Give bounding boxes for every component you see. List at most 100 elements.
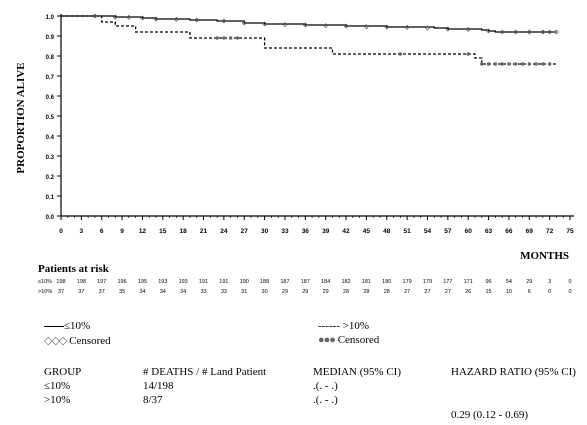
summary-header-group: GROUP (44, 366, 82, 378)
censor-mark-0-4 (153, 16, 159, 22)
censored-symbol-icon: ◇◇◇ (44, 335, 67, 347)
x-tick-label-0: 0 (59, 228, 63, 235)
risk-value-1-0: 37 (58, 289, 64, 295)
risk-value-1-20: 26 (465, 289, 471, 295)
risk-value-0-8: 191 (219, 279, 228, 285)
risk-value-1-8: 33 (221, 289, 227, 295)
risk-value-1-15: 28 (363, 289, 369, 295)
chart-curves (61, 15, 557, 65)
y-tick-label-0: 0.0 (46, 215, 55, 221)
x-tick-label-21: 63 (485, 228, 493, 235)
risk-value-1-24: 0 (548, 289, 551, 295)
censor-mark-1-12 (520, 62, 525, 66)
censor-mark-0-23 (526, 29, 532, 35)
censor-mark-1-2 (228, 36, 233, 40)
y-tick-label-9: 0.9 (46, 35, 55, 41)
risk-value-0-21: 96 (485, 279, 491, 285)
summary-row2-group: >10% (44, 394, 71, 406)
x-tick-label-19: 57 (444, 228, 452, 235)
legend-dashed: ------ >10% (318, 320, 369, 332)
x-tick-label-22: 66 (505, 228, 513, 235)
legend-censored-label-1: Censored (69, 335, 111, 347)
risk-value-1-16: 28 (384, 289, 390, 295)
censor-mark-0-14 (363, 24, 369, 30)
y-axis-label: PROPORTION ALIVE (15, 62, 27, 173)
x-tick-label-20: 60 (465, 228, 473, 235)
x-tick-label-23: 69 (526, 228, 534, 235)
censor-mark-1-6 (480, 62, 484, 66)
censor-mark-0-0 (92, 13, 98, 19)
summary-header-hazard: HAZARD RATIO (95% CI) (451, 366, 576, 378)
censor-mark-1-9 (500, 62, 504, 66)
censor-mark-0-17 (424, 25, 430, 31)
legend-solid: ≤10% (44, 320, 90, 332)
censor-mark-1-11 (514, 62, 518, 66)
summary-row2-deaths: 8/37 (143, 394, 163, 406)
risk-value-0-11: 187 (280, 279, 289, 285)
censor-mark-0-9 (262, 21, 268, 27)
risk-value-0-20: 171 (464, 279, 473, 285)
risk-value-0-25: 0 (568, 279, 571, 285)
x-tick-label-1: 3 (80, 228, 84, 235)
censor-mark-1-3 (235, 36, 240, 40)
censored-filled-symbol-icon: ●●● (318, 334, 336, 346)
y-tick-label-7: 0.7 (46, 75, 55, 81)
x-tick-label-16: 48 (383, 228, 391, 235)
legend-dashed-censored: ●●● Censored (318, 334, 379, 346)
risk-value-0-1: 198 (77, 279, 86, 285)
y-tick-label-8: 0.8 (46, 55, 55, 61)
censor-mark-0-21 (499, 29, 505, 35)
risk-value-0-12: 187 (301, 279, 310, 285)
y-tick-label-6: 0.6 (46, 95, 55, 101)
censor-mark-1-4 (398, 52, 403, 56)
chart-axes: 0.00.10.20.30.40.50.60.70.80.91.00 3 6 9 12 1… (46, 14, 574, 235)
risk-value-0-10: 188 (260, 279, 269, 285)
censor-mark-0-22 (513, 29, 519, 35)
x-tick-label-3: 9 (120, 228, 124, 235)
summary-header-deaths: # DEATHS / # Land Patient (143, 366, 267, 378)
risk-value-0-18: 179 (423, 279, 432, 285)
legend-solid-line (44, 326, 64, 327)
risk-row-label-1: >10% (38, 289, 52, 295)
censor-mark-0-8 (241, 20, 247, 26)
y-tick-label-5: 0.5 (46, 115, 55, 121)
risk-value-0-6: 193 (179, 279, 188, 285)
censor-mark-1-10 (507, 62, 511, 66)
censor-marks (92, 13, 559, 66)
risk-value-1-25: 0 (568, 289, 571, 295)
y-tick-label-10: 1.0 (46, 15, 55, 21)
censor-mark-1-8 (493, 62, 498, 66)
risk-value-0-19: 177 (443, 279, 452, 285)
x-tick-label-7: 21 (200, 228, 208, 235)
censor-mark-1-0 (215, 36, 219, 40)
risk-value-1-3: 35 (119, 289, 125, 295)
censor-mark-1-13 (527, 62, 531, 66)
censor-mark-0-12 (323, 23, 329, 29)
x-tick-label-5: 15 (159, 228, 167, 235)
risk-value-0-5: 193 (158, 279, 167, 285)
risk-table: ≤10% 198 198 197 196 195 193 193 191 191 190 188 187… (38, 279, 572, 295)
risk-value-1-7: 33 (200, 289, 206, 295)
risk-value-0-24: 3 (548, 279, 551, 285)
x-tick-label-15: 45 (363, 228, 371, 235)
censor-mark-0-7 (221, 18, 227, 24)
risk-value-0-15: 181 (362, 279, 371, 285)
summary-row1-deaths: 14/198 (143, 380, 174, 392)
summary-hazard-ratio: 0.29 (0.12 - 0.69) (451, 409, 528, 421)
censor-mark-0-26 (553, 29, 559, 35)
risk-value-1-1: 37 (78, 289, 84, 295)
x-tick-label-8: 24 (220, 228, 228, 235)
censor-mark-0-15 (384, 24, 390, 30)
censor-mark-1-15 (541, 62, 545, 66)
risk-value-1-10: 30 (262, 289, 268, 295)
censor-mark-1-14 (534, 62, 538, 66)
risk-value-1-23: 6 (528, 289, 531, 295)
risk-value-0-0: 198 (56, 279, 65, 285)
risk-value-1-18: 27 (424, 289, 430, 295)
legend-solid-label: ≤10% (64, 320, 91, 332)
series-line-0 (61, 15, 557, 33)
y-tick-label-1: 0.1 (46, 195, 55, 201)
censor-mark-0-1 (112, 14, 118, 20)
censor-mark-0-6 (194, 17, 200, 23)
risk-value-0-2: 197 (97, 279, 106, 285)
